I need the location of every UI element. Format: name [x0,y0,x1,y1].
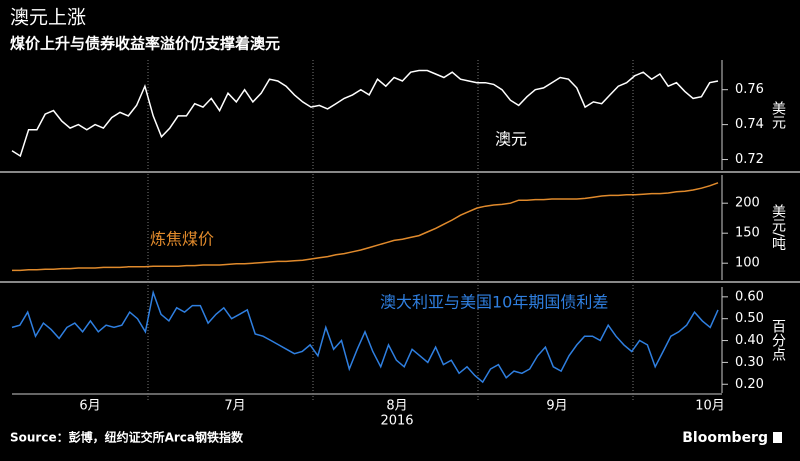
x-tick-label: 8月 [386,399,407,414]
y-tick-label: 0.40 [735,333,764,348]
x-tick-label: 6月 [79,399,100,414]
y-tick-label: 150 [735,226,760,241]
x-tick-label: 10月 [695,399,725,414]
data-line [11,289,719,384]
y-tick-label: 0.74 [735,117,764,132]
data-line [12,182,719,272]
y-tick-label: 0.20 [735,377,764,392]
y-axis-label: 美元 [770,101,786,130]
y-tick-label: 200 [735,196,760,211]
data-line [11,69,719,158]
y-axis-label: 美元/吨 [770,204,786,251]
y-tick-label: 0.30 [735,355,764,370]
logo: Bloomberg [682,430,768,446]
x-axis-label: 2016 [380,414,413,429]
title: 澳元上涨 [10,7,86,29]
y-tick-label: 0.60 [735,289,764,304]
subtitle: 煤价上升与债券收益率溢价仍支撑着澳元 [10,35,280,53]
y-axis-label: 百分点 [770,319,786,361]
y-tick-label: 0.50 [735,311,764,326]
x-tick-label: 9月 [546,399,567,414]
y-tick-label: 0.72 [735,152,764,167]
series-label: 澳大利亚与美国10年期国债利差 [380,293,608,312]
x-tick-label: 7月 [224,399,245,414]
series-label: 炼焦煤价 [150,230,214,249]
logo-icon [773,432,782,443]
source: Source：彭博，纽约证交所Arca钢铁指数 [10,430,244,445]
y-tick-label: 0.76 [735,82,764,97]
y-tick-label: 100 [735,256,760,271]
series-label: 澳元 [495,130,527,149]
